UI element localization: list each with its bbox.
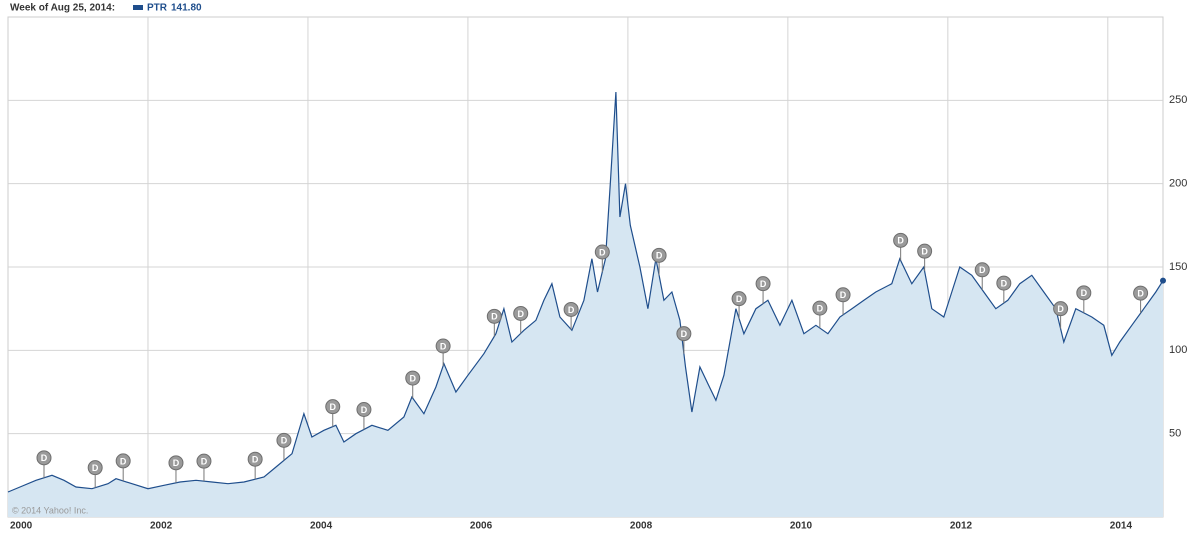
dividend-marker	[36, 450, 52, 466]
dividend-marker	[325, 399, 341, 415]
dividend-marker	[755, 276, 771, 292]
dividend-marker	[115, 453, 131, 469]
dividend-label: D	[120, 456, 127, 466]
dividend-label: D	[1001, 278, 1008, 288]
x-tick-label: 2012	[950, 521, 973, 532]
dividend-label: D	[736, 294, 743, 304]
dividend-label: D	[897, 236, 904, 246]
x-tick-label: 2014	[1110, 521, 1133, 532]
dividend-label: D	[361, 405, 368, 415]
dividend-marker	[835, 287, 851, 303]
y-tick-label: 50	[1169, 428, 1181, 440]
dividend-label: D	[760, 279, 767, 289]
dividend-label: D	[817, 303, 824, 313]
dividend-marker	[1076, 285, 1092, 301]
dividend-label: D	[173, 458, 180, 468]
dividend-label: D	[41, 453, 48, 463]
dividend-marker	[563, 301, 579, 317]
dividend-marker	[486, 308, 502, 324]
dividend-marker	[996, 275, 1012, 291]
dividend-label: D	[681, 329, 688, 339]
y-tick-label: 100	[1169, 344, 1187, 356]
dividend-marker	[917, 243, 933, 259]
y-tick-label: 150	[1169, 261, 1187, 273]
x-tick-label: 2010	[790, 521, 813, 532]
dividend-marker	[435, 338, 451, 354]
x-tick-label: 2008	[630, 521, 653, 532]
dividend-label: D	[252, 455, 259, 465]
dividend-label: D	[1137, 288, 1144, 298]
dividend-label: D	[1057, 304, 1064, 314]
dividend-marker	[651, 247, 667, 263]
x-tick-label: 2006	[470, 521, 493, 532]
dividend-marker	[594, 244, 610, 260]
dividend-marker	[1133, 285, 1149, 301]
dividend-label: D	[979, 265, 986, 275]
dividend-marker	[1053, 301, 1069, 317]
dividend-marker	[731, 291, 747, 307]
dividend-label: D	[921, 247, 928, 257]
dividend-label: D	[440, 341, 447, 351]
dividend-marker	[974, 262, 990, 278]
dividend-marker	[676, 326, 692, 342]
dividend-label: D	[92, 463, 99, 473]
watermark: © 2014 Yahoo! Inc.	[12, 505, 88, 515]
dividend-label: D	[1081, 288, 1088, 298]
x-tick-label: 2000	[10, 521, 33, 532]
dividend-marker	[513, 305, 529, 321]
dividend-marker	[893, 232, 909, 248]
legend-swatch	[133, 5, 143, 10]
dividend-label: D	[201, 457, 208, 467]
legend-name: PTR	[147, 3, 168, 14]
x-tick-label: 2002	[150, 521, 173, 532]
dividend-label: D	[329, 402, 336, 412]
area-fill	[8, 92, 1163, 517]
dividend-label: D	[517, 309, 524, 319]
dividend-marker	[276, 432, 292, 448]
last-point	[1160, 277, 1166, 284]
dividend-label: D	[840, 290, 847, 300]
y-tick-label: 200	[1169, 178, 1187, 190]
dividend-marker	[812, 300, 828, 316]
dividend-marker	[196, 453, 212, 469]
price-line	[7, 91, 1164, 493]
y-tick-label: 250	[1169, 94, 1187, 106]
dividend-marker	[247, 451, 263, 467]
header-label: Week of Aug 25, 2014:	[10, 3, 115, 14]
dividend-label: D	[599, 247, 606, 257]
dividend-marker	[405, 370, 421, 386]
dividend-label: D	[491, 312, 498, 322]
dividend-label: D	[409, 373, 416, 383]
dividend-marker	[168, 455, 184, 471]
dividend-marker	[87, 460, 103, 476]
dividend-label: D	[281, 436, 288, 446]
dividend-label: D	[568, 305, 575, 315]
legend-value: 141.80	[171, 3, 202, 14]
dividend-label: D	[656, 251, 663, 261]
x-tick-label: 2004	[310, 521, 333, 532]
dividend-marker	[356, 402, 372, 417]
